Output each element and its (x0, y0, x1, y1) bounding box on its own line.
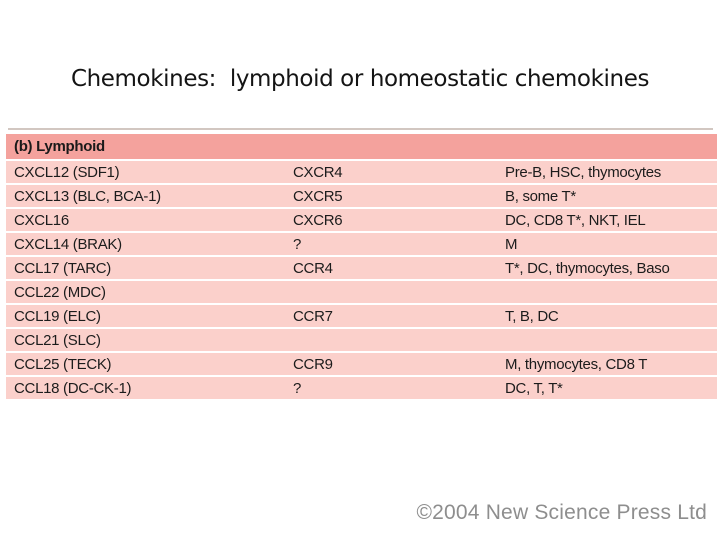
slide-title: Chemokines: lymphoid or homeostatic chem… (70, 66, 650, 92)
receptor-cell: ? (293, 379, 302, 397)
receptor-cell: CCR9 (293, 355, 333, 373)
receptor-cell: CXCR6 (293, 211, 343, 229)
copyright-notice: ©2004 New Science Press Ltd (416, 501, 707, 524)
receptor-cell: CXCR4 (293, 163, 343, 181)
chemokine-cell: CXCL14 (BRAK) (14, 235, 122, 253)
table-row: CCL17 (TARC) CCR4 T*, DC, thymocytes, Ba… (6, 257, 717, 279)
table-section-header-row: (b) Lymphoid (6, 134, 717, 159)
table-row: CXCL16 CXCR6 DC, CD8 T*, NKT, IEL (6, 209, 717, 231)
chemokine-cell: CCL22 (MDC) (14, 283, 106, 301)
chemokine-cell: CXCL12 (SDF1) (14, 163, 120, 181)
receptor-cell: CCR4 (293, 259, 333, 277)
cells-cell: M (505, 235, 518, 253)
table-row: CCL19 (ELC) CCR7 T, B, DC (6, 305, 717, 327)
receptor-cell: CXCR5 (293, 187, 343, 205)
table-row: CXCL14 (BRAK) ? M (6, 233, 717, 255)
chemokine-cell: CXCL13 (BLC, BCA-1) (14, 187, 161, 205)
chemokine-cell: CCL19 (ELC) (14, 307, 101, 325)
table-row: CCL18 (DC-CK-1) ? DC, T, T* (6, 377, 717, 399)
cells-cell: T, B, DC (505, 307, 559, 325)
table-row: CCL25 (TECK) CCR9 M, thymocytes, CD8 T (6, 353, 717, 375)
cells-cell: DC, T, T* (505, 379, 563, 397)
table-top-rule (8, 128, 713, 130)
chemokine-cell: CXCL16 (14, 211, 69, 229)
chemokine-cell: CCL18 (DC-CK-1) (14, 379, 132, 397)
cells-cell: B, some T* (505, 187, 576, 205)
receptor-cell: CCR7 (293, 307, 333, 325)
receptor-cell: ? (293, 235, 302, 253)
chemokine-cell: CCL17 (TARC) (14, 259, 111, 277)
cells-cell: M, thymocytes, CD8 T (505, 355, 648, 373)
cells-cell: T*, DC, thymocytes, Baso (505, 259, 670, 277)
table-row: CCL21 (SLC) (6, 329, 717, 351)
chemokine-cell: CCL25 (TECK) (14, 355, 112, 373)
chemokine-cell: CCL21 (SLC) (14, 331, 101, 349)
table-row: CCL22 (MDC) (6, 281, 717, 303)
table-row: CXCL12 (SDF1) CXCR4 Pre-B, HSC, thymocyt… (6, 161, 717, 183)
table-row: CXCL13 (BLC, BCA-1) CXCR5 B, some T* (6, 185, 717, 207)
cells-cell: DC, CD8 T*, NKT, IEL (505, 211, 646, 229)
chemokine-table: (b) Lymphoid CXCL12 (SDF1) CXCR4 Pre-B, … (6, 134, 717, 399)
table-section-header-label: (b) Lymphoid (14, 138, 105, 155)
cells-cell: Pre-B, HSC, thymocytes (505, 163, 661, 181)
